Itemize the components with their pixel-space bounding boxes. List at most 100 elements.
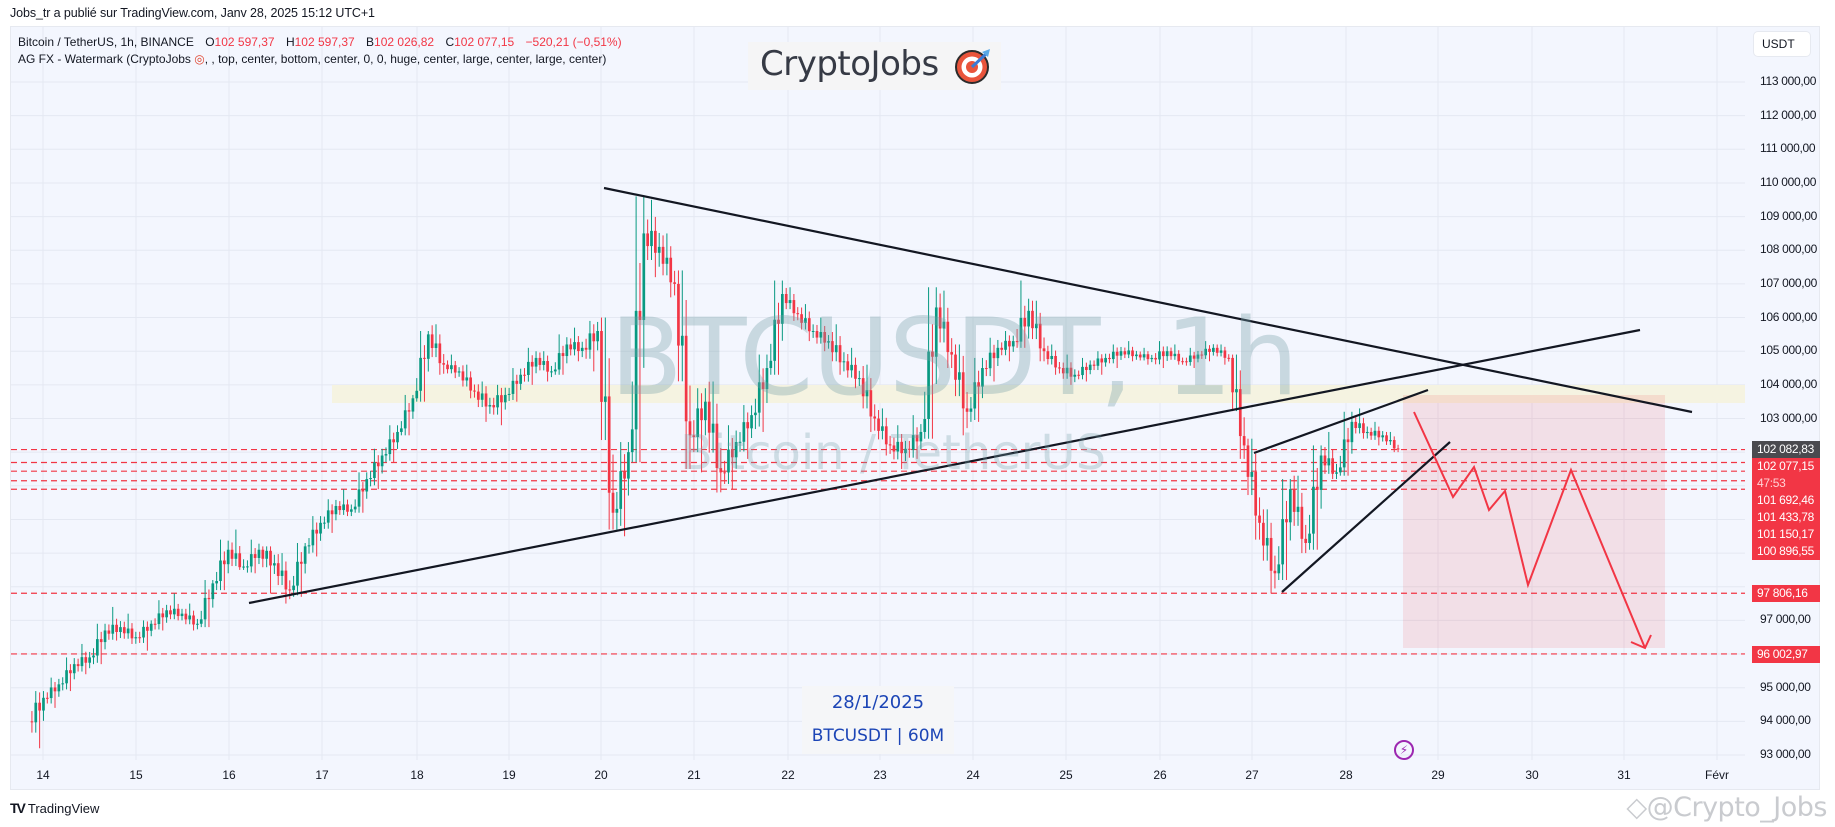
candle-body xyxy=(500,395,503,403)
candle-body xyxy=(242,566,245,568)
candle-body xyxy=(707,401,711,433)
candle-body xyxy=(1223,350,1227,358)
candle-body xyxy=(342,504,345,511)
candle-body xyxy=(461,371,465,381)
candle-body xyxy=(696,408,700,438)
candle-body xyxy=(1185,361,1188,363)
time-tick-label: Févr xyxy=(1705,768,1729,782)
candle-body xyxy=(311,529,315,546)
candle-body xyxy=(765,368,769,390)
candle-body xyxy=(981,368,984,387)
candle-body xyxy=(157,613,161,625)
candle-body xyxy=(827,341,830,343)
candle-body xyxy=(900,441,903,454)
currency-button[interactable]: USDT xyxy=(1754,32,1810,56)
candle-body xyxy=(861,378,865,397)
candle-body xyxy=(992,352,996,359)
candle-body xyxy=(1161,351,1165,357)
candle-body xyxy=(219,560,222,582)
candle-body xyxy=(1034,323,1038,329)
candle-body xyxy=(1188,355,1192,363)
tradingview-logo[interactable]: TV TradingView xyxy=(10,800,100,816)
candle-body xyxy=(511,380,515,394)
candle-body xyxy=(638,310,642,321)
candle-body xyxy=(1315,486,1319,490)
candle-body xyxy=(457,371,461,373)
price-tick-label: 104 000,00 xyxy=(1760,376,1818,391)
candle-body xyxy=(1177,353,1181,362)
candle-body xyxy=(942,321,946,329)
candle-body xyxy=(349,509,353,512)
price-tick-label: 110 000,00 xyxy=(1760,174,1817,189)
price-tag: 47:53 xyxy=(1752,475,1820,493)
candle-body xyxy=(1088,364,1092,371)
candle-body xyxy=(553,369,557,372)
candle-body xyxy=(446,364,449,370)
candle-body xyxy=(996,347,1000,359)
tv-mark-icon: TV xyxy=(10,800,26,816)
candle-body xyxy=(215,581,218,584)
candle-body xyxy=(1212,347,1215,352)
candle-body xyxy=(988,352,992,369)
price-tick-label: 113 000,00 xyxy=(1760,74,1817,88)
candle-body xyxy=(538,357,542,365)
candle-body xyxy=(823,332,827,343)
candle-body xyxy=(838,345,842,363)
candle-body xyxy=(865,390,869,397)
candle-body xyxy=(807,318,811,332)
candle-body xyxy=(230,549,234,559)
candle-body xyxy=(569,344,573,350)
candle-body xyxy=(211,583,215,600)
candle-body xyxy=(111,624,115,634)
time-tick-label: 26 xyxy=(1153,768,1167,782)
candle-body xyxy=(292,585,295,591)
candle-body xyxy=(950,352,954,355)
indicator-params: , , top, center, bottom, center, 0, 0, h… xyxy=(204,52,607,66)
candle-body xyxy=(1104,357,1107,363)
price-tick-label: 112 000,00 xyxy=(1760,107,1817,122)
symbol-description-watermark: Bitcoin / TetherUS xyxy=(680,425,1107,481)
candle-body xyxy=(715,423,719,468)
low-value: 102 026,82 xyxy=(374,35,435,49)
candle-body xyxy=(869,390,873,417)
candle-body xyxy=(815,331,819,338)
candle-body xyxy=(750,415,753,429)
candle-body xyxy=(1050,355,1054,360)
close-value: 102 077,15 xyxy=(454,35,515,49)
candle-body xyxy=(1181,361,1184,363)
lightning-bolt-icon[interactable]: ⚡ xyxy=(1394,740,1414,760)
candle-body xyxy=(126,628,130,634)
candle-body xyxy=(892,445,896,452)
candle-body xyxy=(1235,389,1238,393)
price-tag: 101 692,46 xyxy=(1752,492,1820,510)
symbol-label[interactable]: Bitcoin / TetherUS, 1h, BINANCE xyxy=(18,35,194,49)
ascending-support xyxy=(248,328,1641,605)
candle-body xyxy=(365,479,369,492)
candle-body xyxy=(172,608,176,615)
rising-wedge-lower xyxy=(1281,441,1451,593)
candle-body xyxy=(1365,431,1369,434)
candle-body xyxy=(1342,439,1346,468)
candle-body xyxy=(546,361,549,372)
candle-body xyxy=(276,563,280,576)
candle-body xyxy=(831,341,834,353)
price-tick-label: 107 000,00 xyxy=(1760,275,1818,290)
candle-body xyxy=(88,657,91,663)
candle-body xyxy=(61,683,65,685)
candle-body xyxy=(411,398,415,412)
candle-body xyxy=(977,382,980,387)
candle-body xyxy=(792,300,796,314)
candle-body xyxy=(1292,489,1296,512)
candle-body xyxy=(611,492,615,513)
indicator-row[interactable]: AG FX - Watermark (CryptoJobs ◎, , top, … xyxy=(18,51,622,68)
candle-body xyxy=(1242,436,1246,446)
candle-body xyxy=(923,419,927,432)
candle-body xyxy=(434,343,438,349)
candle-body xyxy=(1019,317,1023,342)
candle-body xyxy=(1277,564,1281,574)
price-tag: 100 896,55 xyxy=(1752,543,1820,561)
candle-body xyxy=(1142,354,1146,358)
chart-panel[interactable] xyxy=(10,26,1820,790)
time-tick-label: 22 xyxy=(781,768,795,782)
